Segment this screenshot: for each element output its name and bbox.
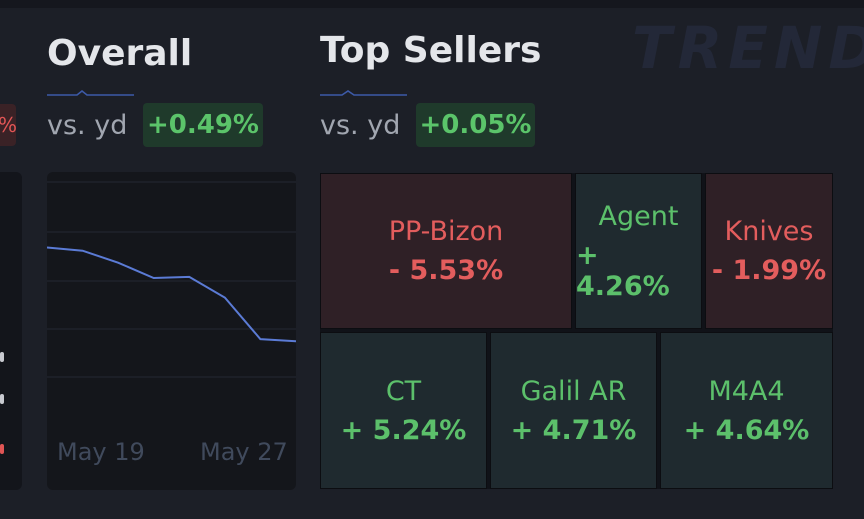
series-line	[47, 246, 296, 343]
tile-change: + 5.24%	[340, 414, 467, 446]
tile-name: Knives	[724, 216, 814, 247]
top-sellers-vs-label: vs. yd	[320, 110, 401, 141]
previous-chart-card	[0, 172, 22, 490]
x-tick-label: May 27	[200, 438, 288, 466]
legend-mark	[0, 444, 4, 454]
overall-vs-label: vs. yd	[47, 110, 128, 141]
overall-title: Overall	[47, 33, 193, 74]
treemap-tile-galil-ar[interactable]: Galil AR + 4.71%	[490, 332, 657, 489]
previous-change-badge: %	[0, 104, 16, 146]
tile-change: + 4.26%	[576, 239, 670, 302]
tile-name: PP-Bizon	[388, 216, 504, 247]
overall-title-underline	[47, 89, 134, 96]
treemap-tile-pp-bizon[interactable]: PP-Bizon - 5.53%	[320, 173, 572, 329]
tile-change: + 4.71%	[510, 414, 637, 446]
top-sellers-title-underline	[320, 90, 407, 96]
tile-name: M4A4	[708, 375, 785, 407]
top-sellers-title: Top Sellers	[320, 30, 542, 71]
legend-mark	[0, 394, 4, 404]
overall-change-badge: +0.49%	[143, 103, 263, 147]
tile-name: Agent	[598, 200, 679, 232]
x-tick-label: May 19	[57, 438, 145, 466]
line-chart-svg	[47, 181, 296, 378]
treemap-tile-m4a4[interactable]: M4A4 + 4.64%	[660, 332, 833, 489]
tile-change: - 5.53%	[388, 255, 504, 286]
tile-name: CT	[385, 375, 422, 407]
legend-mark	[0, 352, 4, 362]
treemap-tile-agent[interactable]: Agent + 4.26%	[575, 173, 702, 329]
top-sellers-treemap: PP-Bizon - 5.53% Agent + 4.26% Knives - …	[320, 173, 833, 489]
top-sellers-change-badge: +0.05%	[416, 103, 535, 147]
treemap-tile-knives[interactable]: Knives - 1.99%	[705, 173, 833, 329]
tile-change: - 1.99%	[711, 255, 827, 286]
tile-name: Galil AR	[520, 375, 627, 407]
overall-line-chart[interactable]: May 19 May 27	[47, 172, 296, 490]
treemap-tile-ct[interactable]: CT + 5.24%	[320, 332, 487, 489]
trend-watermark-logo: TREND	[632, 14, 864, 82]
tile-change: + 4.64%	[683, 414, 810, 446]
